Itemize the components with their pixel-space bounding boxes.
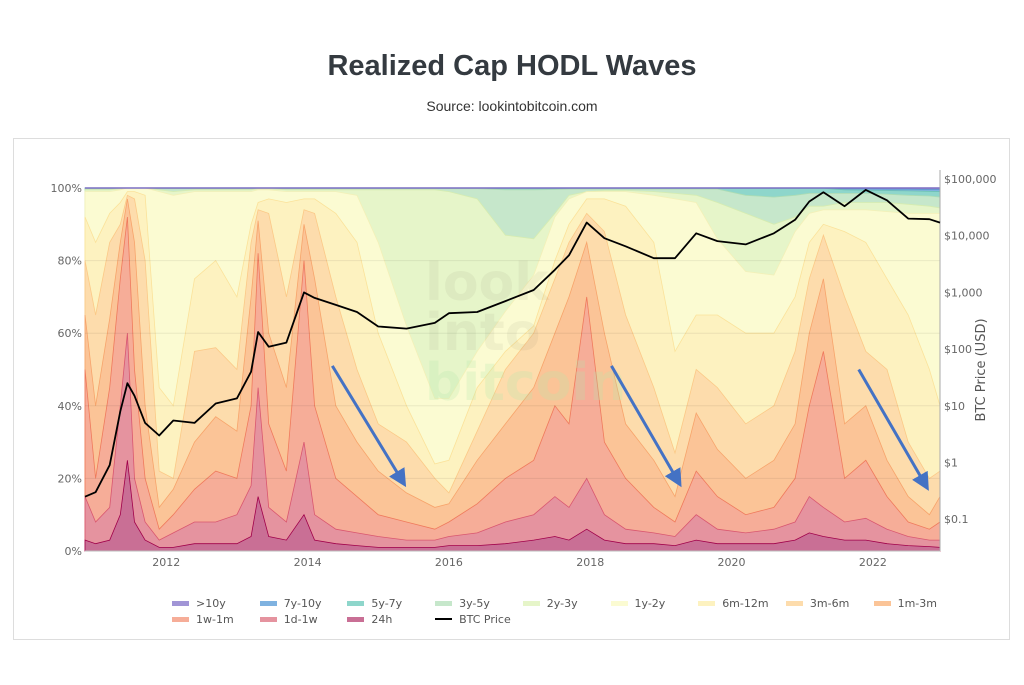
x-tick-label: 2020	[718, 556, 746, 569]
legend-label: 3m-6m	[809, 596, 850, 610]
legend-item[interactable]: 3m-6m	[785, 596, 850, 610]
legend-swatch	[172, 600, 189, 606]
legend-item[interactable]: BTC Price	[435, 612, 511, 626]
y2-tick-label: $1,000	[944, 286, 983, 299]
y2-tick-label: $100,000	[944, 173, 997, 186]
annotation-arrow	[331, 365, 407, 488]
bands-group	[84, 187, 941, 552]
watermark-logo: bitcoin	[425, 353, 626, 413]
y2-tick-label: $100	[944, 343, 972, 356]
legend-swatch	[259, 600, 277, 606]
y2-tick-label: $0.1	[944, 513, 969, 526]
legend-item[interactable]: 6m-12m	[698, 596, 769, 610]
legend-item[interactable]: 3y-5y	[435, 596, 490, 610]
legend-label: 1d-1w	[283, 612, 318, 626]
legend-swatch	[785, 600, 803, 606]
legend-item[interactable]: >10y	[172, 596, 226, 610]
legend-label: >10y	[196, 596, 226, 610]
legend-swatch	[172, 616, 189, 622]
legend-label: 5y-7y	[371, 596, 403, 610]
chart-container	[13, 138, 1010, 640]
legend-item[interactable]: 24h	[347, 612, 392, 626]
legend-swatch	[435, 618, 453, 620]
y-tick-label: 40%	[58, 400, 82, 413]
legend-item[interactable]: 1w-1m	[172, 612, 234, 626]
band-1d-1w	[84, 333, 941, 552]
legend-label: 6m-12m	[722, 596, 769, 610]
legend-label: BTC Price	[459, 612, 511, 626]
y-tick-label: 100%	[51, 182, 82, 195]
legend-label: 24h	[371, 612, 393, 626]
legend-label: 1w-1m	[196, 612, 234, 626]
chart-subtitle: Source: lookintobitcoin.com	[426, 98, 598, 114]
legend-swatch	[522, 600, 540, 606]
y-tick-label: 60%	[58, 327, 82, 340]
legend-item[interactable]: 1d-1w	[259, 612, 318, 626]
y-tick-label: 80%	[58, 255, 82, 268]
legend-label: 1y-2y	[634, 596, 666, 610]
legend-label: 1m-3m	[897, 596, 937, 610]
y-tick-label: 0%	[65, 545, 82, 558]
y2-tick-label: $10,000	[944, 230, 990, 243]
legend-swatch	[610, 600, 628, 606]
x-tick-label: 2018	[576, 556, 604, 569]
x-tick-label: 2016	[435, 556, 463, 569]
annotation-arrow	[610, 365, 682, 488]
annotation-arrow	[857, 368, 929, 491]
legend-item[interactable]: 1m-3m	[873, 596, 937, 610]
legend-label: 2y-3y	[546, 596, 578, 610]
watermark-logo: look	[425, 253, 550, 313]
legend-swatch	[435, 600, 453, 606]
chart-title: Realized Cap HODL Waves	[327, 50, 697, 82]
btc-price-line	[84, 189, 941, 498]
x-tick-label: 2014	[294, 556, 322, 569]
legend-item[interactable]: 5y-7y	[347, 596, 402, 610]
legend-swatch	[698, 600, 716, 606]
legend-swatch	[259, 616, 277, 622]
legend-label: 3y-5y	[459, 596, 490, 610]
legend-item[interactable]: 1y-2y	[610, 596, 666, 610]
watermark-logo: into	[425, 303, 540, 363]
y2-axis-label: BTC Price (USD)	[974, 318, 989, 421]
legend-item[interactable]: 2y-3y	[522, 596, 578, 610]
legend-swatch	[347, 616, 365, 622]
legend-label: 7y-10y	[283, 596, 322, 610]
x-tick-label: 2022	[859, 556, 887, 569]
legend-swatch	[873, 600, 891, 606]
y2-tick-label: $10	[944, 400, 965, 413]
x-tick-label: 2012	[152, 556, 180, 569]
legend-item[interactable]: 7y-10y	[259, 596, 322, 610]
legend-swatch	[347, 600, 365, 606]
band-24h	[84, 460, 941, 552]
y-tick-label: 20%	[58, 472, 82, 485]
y2-tick-label: $1	[944, 457, 958, 470]
